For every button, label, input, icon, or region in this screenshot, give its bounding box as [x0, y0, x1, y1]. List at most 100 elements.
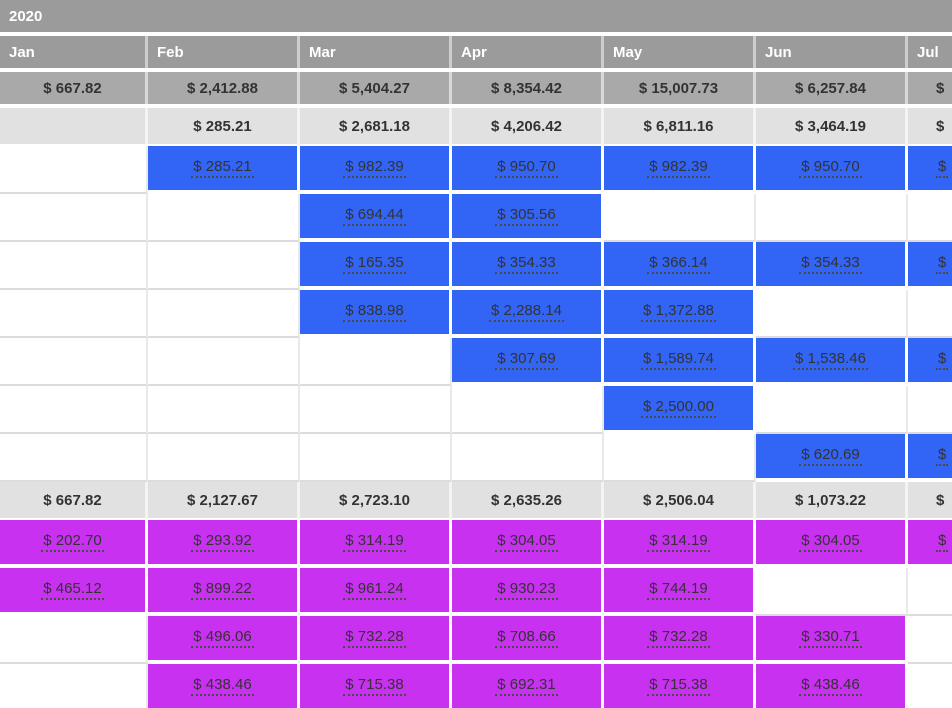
money-cell[interactable]: $ 354.33 — [756, 242, 908, 286]
summary-value: $ — [936, 491, 945, 509]
table-body: $ 667.82 $ 2,412.88 $ 5,404.27 $ 8,354.42 $ … — [0, 72, 952, 708]
money-link-value: $ 715.38 — [647, 676, 710, 696]
empty-cell — [0, 290, 148, 338]
empty-cell — [300, 434, 452, 482]
money-cell[interactable]: $ 1,589.74 — [604, 338, 756, 382]
summary-value: $ 5,404.27 — [339, 79, 410, 97]
money-cell[interactable]: $ 293.92 — [148, 520, 300, 564]
money-cell[interactable]: $ 694.44 — [300, 194, 452, 238]
money-cell[interactable]: $ 314.19 — [300, 520, 452, 564]
year-label: 2020 — [9, 7, 43, 25]
column-header-may: May — [604, 36, 756, 68]
summary-cell: $ 2,506.04 — [604, 482, 756, 518]
summary-value: $ 6,811.16 — [643, 117, 714, 135]
money-cell[interactable]: $ 982.39 — [604, 146, 756, 190]
empty-cell — [908, 386, 952, 434]
summary-cell: $ 4,206.42 — [452, 108, 604, 144]
money-link-value: $ 620.69 — [799, 446, 862, 466]
money-cell[interactable]: $ 354.33 — [452, 242, 604, 286]
money-link-value: $ 961.24 — [343, 580, 406, 600]
magenta-item-row: $ 202.70 $ 293.92 $ 314.19 $ 304.05 $ 314.19… — [0, 520, 952, 568]
money-cell[interactable]: $ 2,500.00 — [604, 386, 756, 430]
blue-item-row: $ 694.44 $ 305.56 — [0, 194, 952, 242]
empty-cell — [604, 194, 756, 242]
money-cell[interactable]: $ 620.69 — [756, 434, 908, 478]
money-link-value: $ 982.39 — [343, 158, 406, 178]
money-cell[interactable]: $ 330.71 — [756, 616, 908, 660]
money-cell[interactable]: $ 930.23 — [452, 568, 604, 612]
money-cell[interactable]: $ 961.24 — [300, 568, 452, 612]
money-link-value: $ 330.71 — [799, 628, 862, 648]
money-link-value: $ 165.35 — [343, 254, 406, 274]
summary-row: $ 285.21 $ 2,681.18 $ 4,206.42 $ 6,811.16 $ … — [0, 108, 952, 144]
money-cell[interactable]: $ — [908, 338, 952, 382]
money-link-value: $ 307.69 — [495, 350, 558, 370]
money-cell[interactable]: $ 732.28 — [300, 616, 452, 660]
column-header-jun: Jun — [756, 36, 908, 68]
money-cell[interactable]: $ 285.21 — [148, 146, 300, 190]
money-cell[interactable]: $ 838.98 — [300, 290, 452, 334]
money-cell[interactable]: $ 982.39 — [300, 146, 452, 190]
money-cell[interactable]: $ 950.70 — [756, 146, 908, 190]
money-cell[interactable]: $ 202.70 — [0, 520, 148, 564]
money-link-value: $ — [936, 532, 949, 552]
money-link-value: $ 930.23 — [495, 580, 558, 600]
summary-value: $ 2,412.88 — [187, 79, 258, 97]
money-cell[interactable]: $ 715.38 — [604, 664, 756, 708]
money-cell[interactable]: $ 307.69 — [452, 338, 604, 382]
money-link-value: $ 838.98 — [343, 302, 406, 322]
summary-cell: $ 6,811.16 — [604, 108, 756, 144]
money-cell[interactable]: $ 165.35 — [300, 242, 452, 286]
money-cell[interactable]: $ 732.28 — [604, 616, 756, 660]
money-link-value: $ 1,538.46 — [793, 350, 868, 370]
summary-value: $ 2,723.10 — [339, 491, 410, 509]
money-cell[interactable]: $ 366.14 — [604, 242, 756, 286]
money-link-value: $ 305.56 — [495, 206, 558, 226]
money-link-value: $ 314.19 — [647, 532, 710, 552]
money-cell[interactable]: $ — [908, 520, 952, 564]
money-link-value: $ 202.70 — [41, 532, 104, 552]
money-cell[interactable]: $ 465.12 — [0, 568, 148, 612]
money-cell[interactable]: $ 708.66 — [452, 616, 604, 660]
empty-cell — [0, 146, 148, 194]
summary-value: $ 2,127.67 — [187, 491, 258, 509]
money-cell[interactable]: $ 304.05 — [452, 520, 604, 564]
money-cell[interactable]: $ — [908, 146, 952, 190]
summary-cell: $ 285.21 — [148, 108, 300, 144]
summary-row: $ 667.82 $ 2,412.88 $ 5,404.27 $ 8,354.42 $ … — [0, 72, 952, 104]
money-cell[interactable]: $ 305.56 — [452, 194, 604, 238]
money-cell[interactable]: $ 2,288.14 — [452, 290, 604, 334]
blue-item-row: $ 2,500.00 — [0, 386, 952, 434]
empty-cell — [908, 568, 952, 616]
money-cell[interactable]: $ 438.46 — [756, 664, 908, 708]
empty-cell — [0, 664, 148, 708]
money-link-value: $ 694.44 — [343, 206, 406, 226]
money-cell[interactable]: $ — [908, 242, 952, 286]
money-cell[interactable]: $ — [908, 434, 952, 478]
money-cell[interactable]: $ 304.05 — [756, 520, 908, 564]
money-cell[interactable]: $ 314.19 — [604, 520, 756, 564]
money-cell[interactable]: $ 1,538.46 — [756, 338, 908, 382]
money-link-value: $ 304.05 — [799, 532, 862, 552]
summary-value: $ 8,354.42 — [491, 79, 562, 97]
money-cell[interactable]: $ 899.22 — [148, 568, 300, 612]
money-cell[interactable]: $ 744.19 — [604, 568, 756, 612]
money-cell[interactable]: $ 950.70 — [452, 146, 604, 190]
summary-value: $ 4,206.42 — [491, 117, 562, 135]
year-header-row: 2020 — [0, 0, 952, 32]
money-cell[interactable]: $ 692.31 — [452, 664, 604, 708]
money-cell[interactable]: $ 438.46 — [148, 664, 300, 708]
money-cell[interactable]: $ 496.06 — [148, 616, 300, 660]
summary-value: $ 2,681.18 — [339, 117, 410, 135]
summary-cell: $ 667.82 — [0, 482, 148, 518]
money-link-value: $ 285.21 — [191, 158, 254, 178]
money-cell[interactable]: $ 715.38 — [300, 664, 452, 708]
money-cell[interactable]: $ 1,372.88 — [604, 290, 756, 334]
money-link-value: $ 1,589.74 — [641, 350, 716, 370]
empty-cell — [0, 338, 148, 386]
column-header-row: Jan Feb Mar Apr May Jun Jul — [0, 36, 952, 68]
blue-item-row: $ 307.69 $ 1,589.74 $ 1,538.46 $ — [0, 338, 952, 386]
money-link-value: $ 496.06 — [191, 628, 254, 648]
